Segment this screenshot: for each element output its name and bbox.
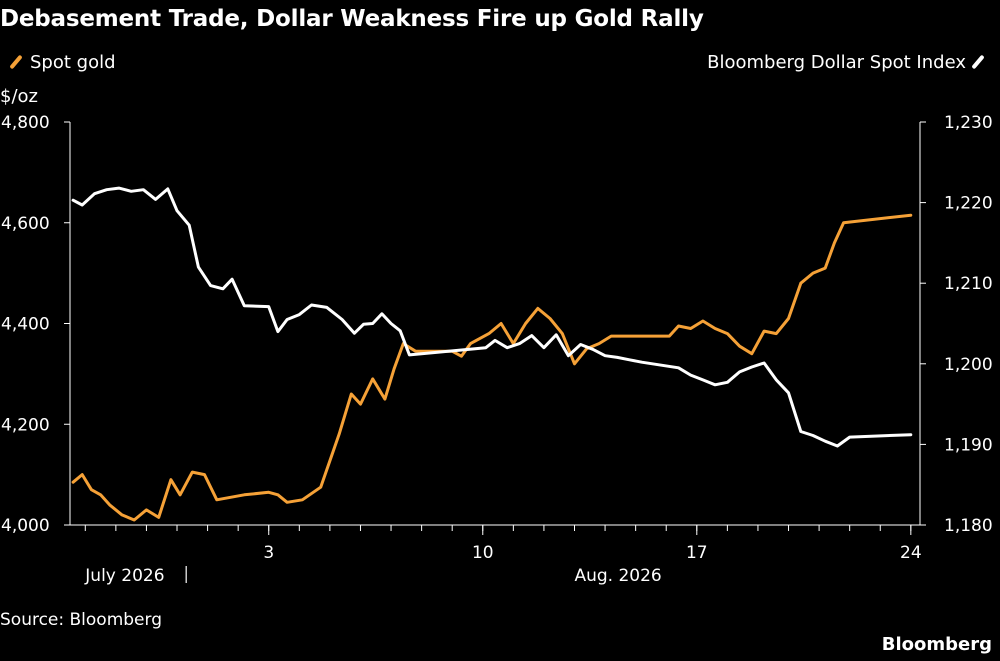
x-tick-label: 10 xyxy=(472,543,494,563)
left-tick-label: 4,400 xyxy=(1,315,50,335)
right-tick-label: 1,200 xyxy=(944,355,993,375)
legend-spot-gold: Spot gold xyxy=(4,52,116,73)
right-tick-label: 1,180 xyxy=(944,516,993,536)
legend-dollar-label: Bloomberg Dollar Spot Index xyxy=(707,52,966,73)
x-month-label: Aug. 2026 xyxy=(574,566,661,586)
left-tick-label: 4,000 xyxy=(1,516,50,536)
x-month-label: July 2026 xyxy=(84,566,164,586)
left-tick-label: 4,200 xyxy=(1,415,50,435)
x-tick-label: 17 xyxy=(686,543,708,563)
source-note: Source: Bloomberg xyxy=(0,610,162,630)
right-tick-label: 1,190 xyxy=(944,435,993,455)
legend-dollar-index: Bloomberg Dollar Spot Index xyxy=(707,52,992,73)
left-tick-label: 4,600 xyxy=(1,214,50,234)
bloomberg-logo: Bloomberg xyxy=(881,634,992,655)
left-axis-unit: $/oz xyxy=(0,86,38,107)
spot-gold-line xyxy=(71,213,913,522)
legend-gold-label: Spot gold xyxy=(30,52,116,73)
right-tick-label: 1,230 xyxy=(944,113,993,133)
x-tick-label: 24 xyxy=(900,543,922,563)
chart-title: Debasement Trade, Dollar Weakness Fire u… xyxy=(0,6,704,32)
right-tick-label: 1,210 xyxy=(944,274,993,294)
dollar-index-line xyxy=(71,186,913,448)
x-tick-label: 3 xyxy=(263,543,274,563)
right-tick-label: 1,220 xyxy=(944,194,993,214)
left-tick-label: 4,800 xyxy=(1,113,50,133)
